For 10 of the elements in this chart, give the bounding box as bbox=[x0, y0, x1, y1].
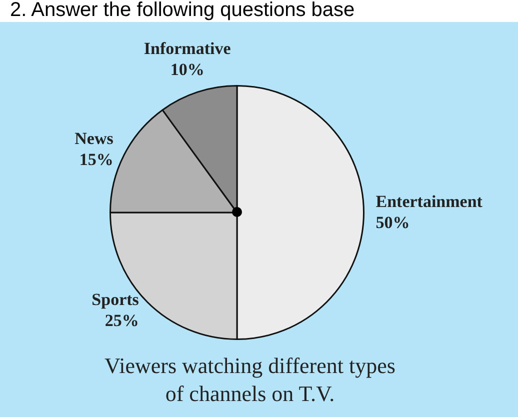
slice-label: Sports bbox=[92, 290, 140, 309]
data-label: 50% bbox=[376, 212, 410, 232]
text: Viewers watching different types of channels on T.V. bbox=[104, 352, 396, 408]
slice-label: Entertainment bbox=[376, 192, 483, 211]
data-label: 10% bbox=[170, 60, 204, 80]
text: 2. Answer the following questions base bbox=[10, 0, 355, 21]
slice-label: News bbox=[74, 128, 114, 148]
slice-label: Informative bbox=[144, 39, 232, 58]
data-label: 15% bbox=[79, 150, 114, 169]
data-label: 25% bbox=[104, 311, 139, 330]
